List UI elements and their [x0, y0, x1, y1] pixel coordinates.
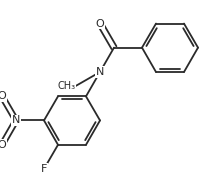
Text: O: O — [0, 91, 6, 101]
Text: CH₃: CH₃ — [58, 81, 76, 91]
Text: F: F — [41, 164, 47, 173]
Text: N: N — [96, 67, 104, 77]
Text: O: O — [0, 140, 6, 150]
Text: O: O — [96, 19, 104, 29]
Text: N: N — [12, 115, 20, 125]
